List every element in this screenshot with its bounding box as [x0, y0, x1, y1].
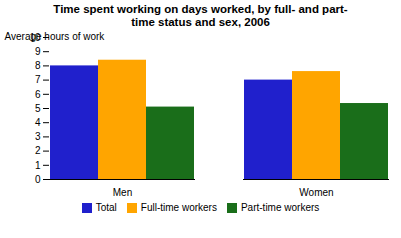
svg-text:7: 7: [35, 74, 41, 85]
svg-text:4: 4: [35, 117, 41, 128]
svg-text:3: 3: [35, 131, 41, 142]
svg-text:2: 2: [35, 145, 41, 156]
svg-text:Men: Men: [113, 187, 132, 198]
svg-text:1: 1: [35, 160, 41, 171]
svg-text:Average hours of work: Average hours of work: [5, 31, 106, 42]
html-text:Time spent working on days wor: Time spent working on days worked, by fu…: [53, 3, 348, 28]
html-text:Part-time workers: Part-time workers: [240, 202, 320, 213]
html-text:Full-time workers: Full-time workers: [140, 202, 217, 213]
svg-text:6: 6: [35, 89, 41, 100]
svg-text:5: 5: [35, 103, 41, 114]
svg-text:8: 8: [35, 60, 41, 71]
html-text:Total: Total: [95, 202, 117, 213]
svg-text:9: 9: [35, 46, 41, 57]
svg-text:0: 0: [35, 174, 41, 185]
svg-text:Women: Women: [299, 187, 333, 198]
